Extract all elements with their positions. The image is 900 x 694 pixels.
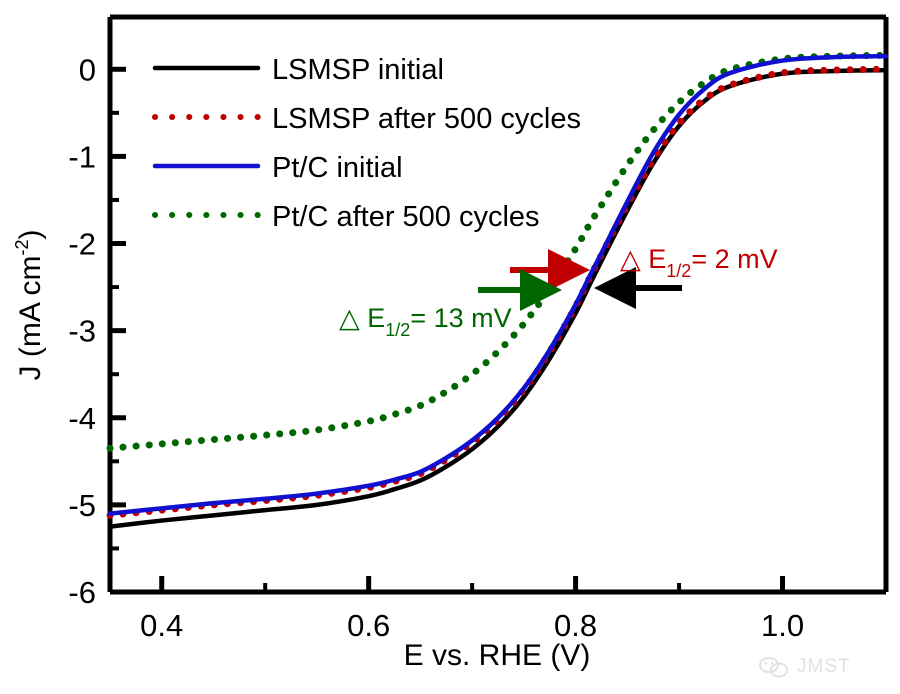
legend-label-1: LSMSP after 500 cycles <box>272 103 581 135</box>
annot-red-suffix: = 2 mV <box>691 244 777 274</box>
watermark: JMST <box>759 656 851 678</box>
annotation-arrows <box>478 249 682 311</box>
x-axis-tick-labels: 0.4 0.6 0.8 1.0 <box>140 608 804 643</box>
annot-green-subscript: 1/2 <box>385 320 410 340</box>
x-axis-ticks <box>159 576 786 592</box>
y-axis-title-main: J (mA cm <box>14 256 47 381</box>
y-axis-ticks <box>110 66 126 595</box>
annot-green-prefix: △ E <box>339 303 385 333</box>
annot-green-suffix: = 13 mV <box>410 303 511 333</box>
annot-red-subscript: 1/2 <box>666 261 691 281</box>
y-tick-label: 0 <box>79 52 96 87</box>
y-tick-label: -2 <box>68 227 96 262</box>
chart-legend: LSMSP initial LSMSP after 500 cycles Pt/C … <box>152 54 581 233</box>
x-tick-label: 0.8 <box>554 608 597 643</box>
watermark-label: JMST <box>797 656 851 677</box>
y-tick-label: -5 <box>68 488 96 523</box>
y-axis-tick-labels: 0 -1 -2 -3 -4 -5 -6 <box>68 52 96 610</box>
x-tick-label: 1.0 <box>761 608 804 643</box>
data-curve-lsmsp-initial <box>107 67 889 529</box>
y-axis-title-tail: ) <box>14 229 47 239</box>
x-tick-label: 0.6 <box>347 608 390 643</box>
x-axis-title: E vs. RHE (V) <box>404 639 591 672</box>
wechat-icon <box>759 657 788 678</box>
y-tick-label: -4 <box>68 401 96 436</box>
legend-label-3: Pt/C after 500 cycles <box>272 201 540 233</box>
x-tick-label: 0.4 <box>140 608 183 643</box>
annot-red-prefix: △ E <box>620 244 666 274</box>
y-tick-label: -6 <box>68 575 96 610</box>
legend-label-0: LSMSP initial <box>272 54 444 86</box>
svg-text:△ E1/2= 2 mV: △ E1/2= 2 mV <box>620 244 778 281</box>
y-axis-title: J (mA cm-2) <box>12 229 47 380</box>
data-curve-pt-c-initial <box>107 53 889 516</box>
y-tick-label: -3 <box>68 314 96 349</box>
y-tick-label: -1 <box>68 139 96 174</box>
legend-label-2: Pt/C initial <box>272 152 403 184</box>
y-axis-title-sup: -2 <box>12 239 32 255</box>
svg-text:J (mA cm-2): J (mA cm-2) <box>12 229 47 380</box>
annotation-green-label: △ E1/2= 13 mV <box>339 303 512 340</box>
svg-text:△ E1/2= 13 mV: △ E1/2= 13 mV <box>339 303 512 340</box>
annotation-red-label: △ E1/2= 2 mV <box>620 244 778 281</box>
